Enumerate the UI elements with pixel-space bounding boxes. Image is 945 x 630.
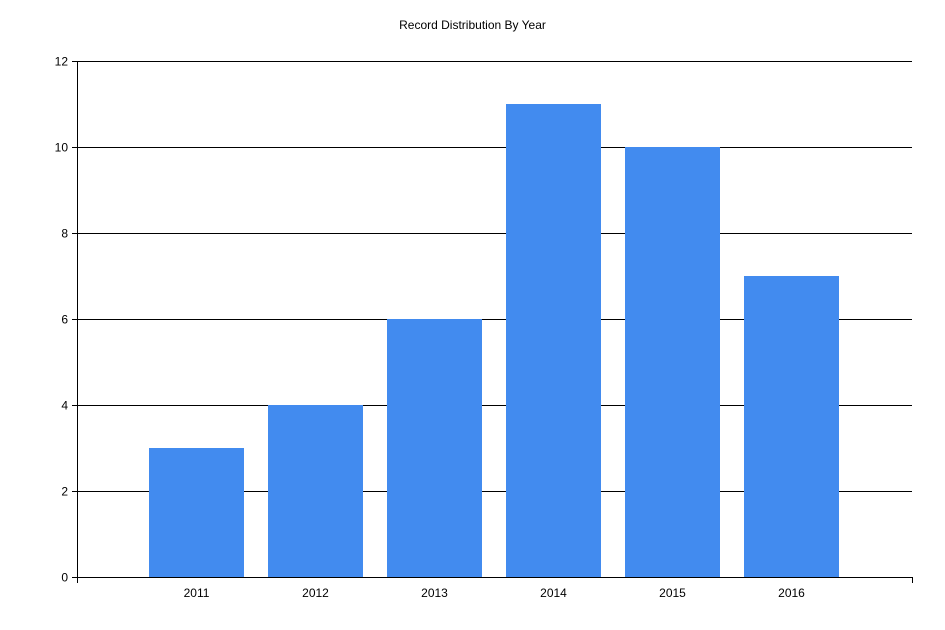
y-tick-label: 6: [61, 313, 68, 327]
bars: [149, 104, 839, 577]
y-tick-label: 12: [55, 55, 69, 69]
y-tick-label: 0: [61, 571, 68, 585]
x-tick-label: 2013: [421, 586, 448, 600]
bar-2014: [506, 104, 601, 577]
chart-title: Record Distribution By Year: [399, 18, 546, 32]
axes: [72, 61, 913, 583]
y-tick-label: 8: [61, 227, 68, 241]
x-tick-label: 2014: [540, 586, 567, 600]
bar-2016: [744, 276, 839, 577]
bar-2012: [268, 405, 363, 577]
x-tick-label: 2012: [302, 586, 329, 600]
bar-2015: [625, 147, 720, 577]
y-tick-label: 2: [61, 485, 68, 499]
x-tick-label: 2011: [184, 586, 210, 600]
tick-labels: 0 2 4 6 8 10 12 2011 2012 2013 2014 2015 2016: [55, 55, 806, 601]
bar-2011: [149, 448, 244, 577]
bar-2013: [387, 319, 482, 577]
y-tick-label: 10: [55, 141, 69, 155]
y-tick-label: 4: [61, 399, 68, 413]
x-tick-label: 2016: [778, 586, 805, 600]
x-tick-label: 2015: [659, 586, 686, 600]
